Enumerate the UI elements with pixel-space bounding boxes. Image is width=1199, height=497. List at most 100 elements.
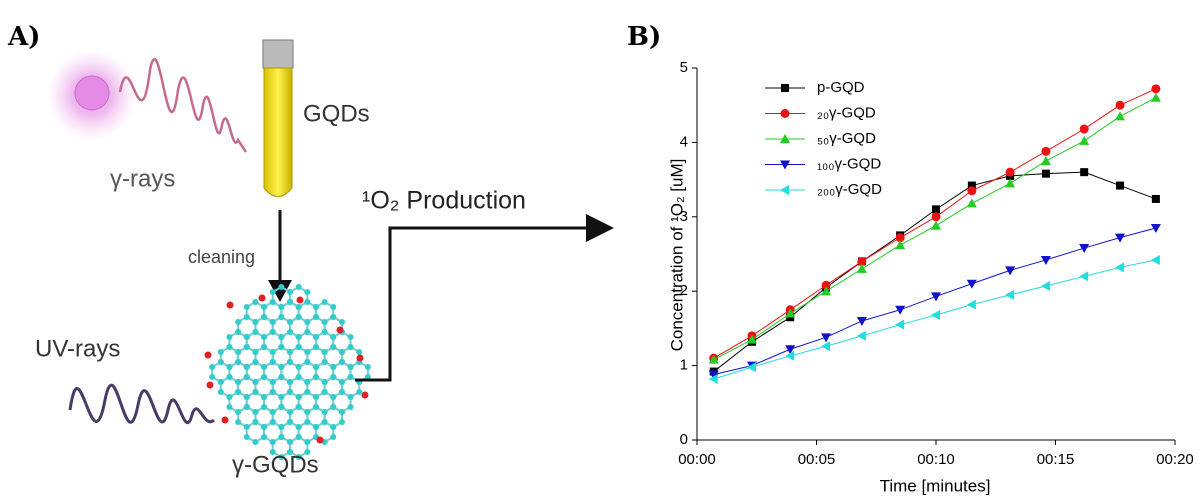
data-point (895, 233, 905, 243)
atom (356, 389, 363, 395)
atom (347, 374, 354, 380)
oxygen (226, 301, 234, 309)
product-label: γ-GQDs (232, 451, 319, 478)
data-point (1041, 146, 1051, 156)
atom (338, 389, 345, 395)
data-point (1115, 111, 1126, 121)
atom (321, 409, 328, 415)
atom (278, 334, 285, 340)
atom (243, 334, 250, 340)
y-tick-label: 5 (680, 59, 688, 76)
legend-marker (781, 84, 789, 92)
atom (243, 364, 250, 370)
output-arrow (355, 226, 590, 382)
series-line (713, 227, 1157, 376)
atom (278, 344, 285, 350)
atom (287, 359, 293, 365)
atom (304, 289, 311, 295)
atom (295, 394, 302, 400)
chart: B) Time [minutes] Concentration of ¹O₂ [… (627, 22, 1194, 495)
data-point (1150, 92, 1161, 102)
oxygen (221, 416, 229, 424)
oxygen (204, 351, 212, 359)
atom (278, 404, 285, 410)
oxygen (206, 381, 214, 389)
atom (295, 454, 302, 460)
atom (347, 364, 354, 370)
atom (235, 419, 242, 425)
atom (312, 394, 319, 400)
atom (347, 404, 354, 410)
atom (287, 319, 294, 325)
atom (226, 344, 233, 350)
atom (252, 389, 259, 395)
atom (295, 284, 302, 290)
atom (252, 299, 259, 305)
data-point (856, 263, 867, 273)
y-tick-label: 4 (680, 133, 688, 150)
atom (338, 379, 345, 385)
data-point (856, 316, 867, 326)
diagram: A) γ-rays GQDs cleaning UV-rays γ-GQDs ¹… (7, 22, 614, 478)
atom (269, 359, 276, 365)
atom (226, 334, 233, 340)
atom (287, 419, 293, 425)
atom (235, 319, 242, 325)
data-point (966, 279, 977, 289)
atom (269, 289, 276, 295)
atom (347, 344, 354, 350)
atom (321, 349, 328, 355)
atom (330, 304, 337, 310)
data-point (1040, 280, 1050, 291)
data-point (1079, 244, 1090, 254)
oxygen (258, 294, 266, 302)
atom (338, 319, 345, 325)
atom (304, 319, 311, 325)
data-point (931, 310, 940, 321)
atom (269, 449, 276, 455)
atom (338, 349, 345, 355)
uv-label: UV-rays (35, 335, 120, 362)
data-point (931, 212, 941, 222)
panel-label: A) (7, 22, 40, 52)
atom (269, 379, 276, 385)
atom (330, 434, 337, 440)
atom (217, 359, 224, 365)
data-point (1116, 181, 1125, 190)
data-point (1005, 167, 1015, 177)
atom (287, 409, 294, 415)
output-arrow-head (586, 214, 614, 242)
atom (304, 419, 311, 425)
atom (235, 409, 242, 415)
atom (261, 374, 268, 380)
data-point (895, 240, 906, 250)
legend-label: ₂₀γ-GQD (817, 104, 876, 121)
atom (252, 409, 259, 415)
atom (313, 374, 319, 380)
atom (261, 364, 268, 370)
data-point (1040, 255, 1051, 265)
atom (330, 364, 337, 370)
atom (312, 424, 319, 430)
data-point (746, 334, 757, 344)
atom (243, 304, 250, 310)
atom (226, 364, 233, 370)
data-point (857, 256, 867, 266)
atom (364, 364, 371, 370)
data-point (1115, 233, 1126, 243)
atom (330, 314, 337, 320)
data-point (821, 333, 832, 343)
output-label: ¹O₂ Production (362, 187, 526, 215)
atom (321, 319, 328, 325)
data-point (1041, 169, 1050, 178)
atom (295, 304, 302, 310)
atom (209, 364, 216, 370)
atom (269, 299, 276, 305)
atom (304, 349, 311, 355)
data-point (966, 198, 977, 208)
data-point (966, 299, 976, 310)
x-tick-label: 00:05 (798, 451, 836, 468)
data-point (1005, 266, 1016, 276)
atom (278, 454, 285, 460)
legend-label: ₂₀₀γ-GQD (817, 181, 882, 198)
